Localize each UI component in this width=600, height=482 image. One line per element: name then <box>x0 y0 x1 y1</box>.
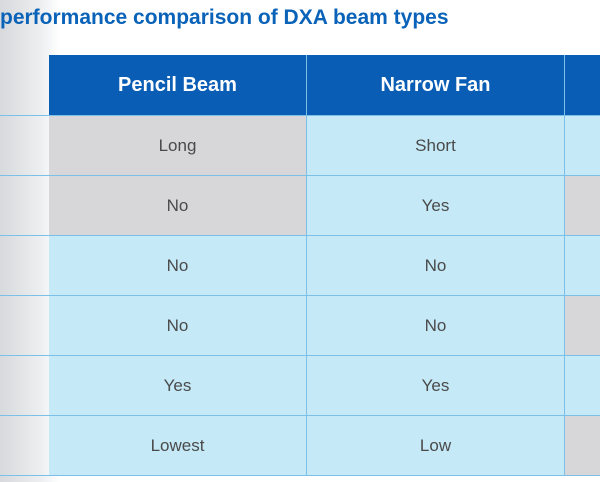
table-cell: No <box>307 236 564 295</box>
table-cell <box>565 356 600 415</box>
table-cell <box>565 236 600 295</box>
table-cell: Long <box>49 116 306 175</box>
table-row: Yes Yes <box>0 355 600 415</box>
table-cell <box>565 116 600 175</box>
table-cell: Short <box>307 116 564 175</box>
table-row: Lowest Low <box>0 415 600 475</box>
column-divider <box>306 55 307 475</box>
table-row: No No <box>0 295 600 355</box>
table-cell: No <box>49 236 306 295</box>
table-row: No Yes <box>0 175 600 235</box>
row-divider <box>0 235 600 236</box>
column-header-narrow-fan: Narrow Fan <box>307 55 564 115</box>
row-divider <box>0 115 600 116</box>
table-cell: No <box>49 176 306 235</box>
table-header: Pencil Beam Narrow Fan <box>0 55 600 115</box>
table-cell <box>565 416 600 475</box>
table-cell: No <box>49 296 306 355</box>
table-row: No No <box>0 235 600 295</box>
table-cell: Yes <box>307 176 564 235</box>
column-header-pencil-beam: Pencil Beam <box>49 55 306 115</box>
table-row: Long Short <box>0 115 600 175</box>
table-cell: Lowest <box>49 416 306 475</box>
row-divider <box>0 415 600 416</box>
row-divider <box>0 355 600 356</box>
table-cell: Yes <box>49 356 306 415</box>
table-bottom-border <box>0 475 600 476</box>
table-cell <box>565 176 600 235</box>
table-cell: No <box>307 296 564 355</box>
table-cell <box>565 296 600 355</box>
table-cell: Yes <box>307 356 564 415</box>
row-divider <box>0 175 600 176</box>
table-cell: Low <box>307 416 564 475</box>
column-divider <box>564 55 565 475</box>
column-header-3 <box>565 55 600 115</box>
row-divider <box>0 295 600 296</box>
slide-title: performance comparison of DXA beam types <box>0 6 449 29</box>
